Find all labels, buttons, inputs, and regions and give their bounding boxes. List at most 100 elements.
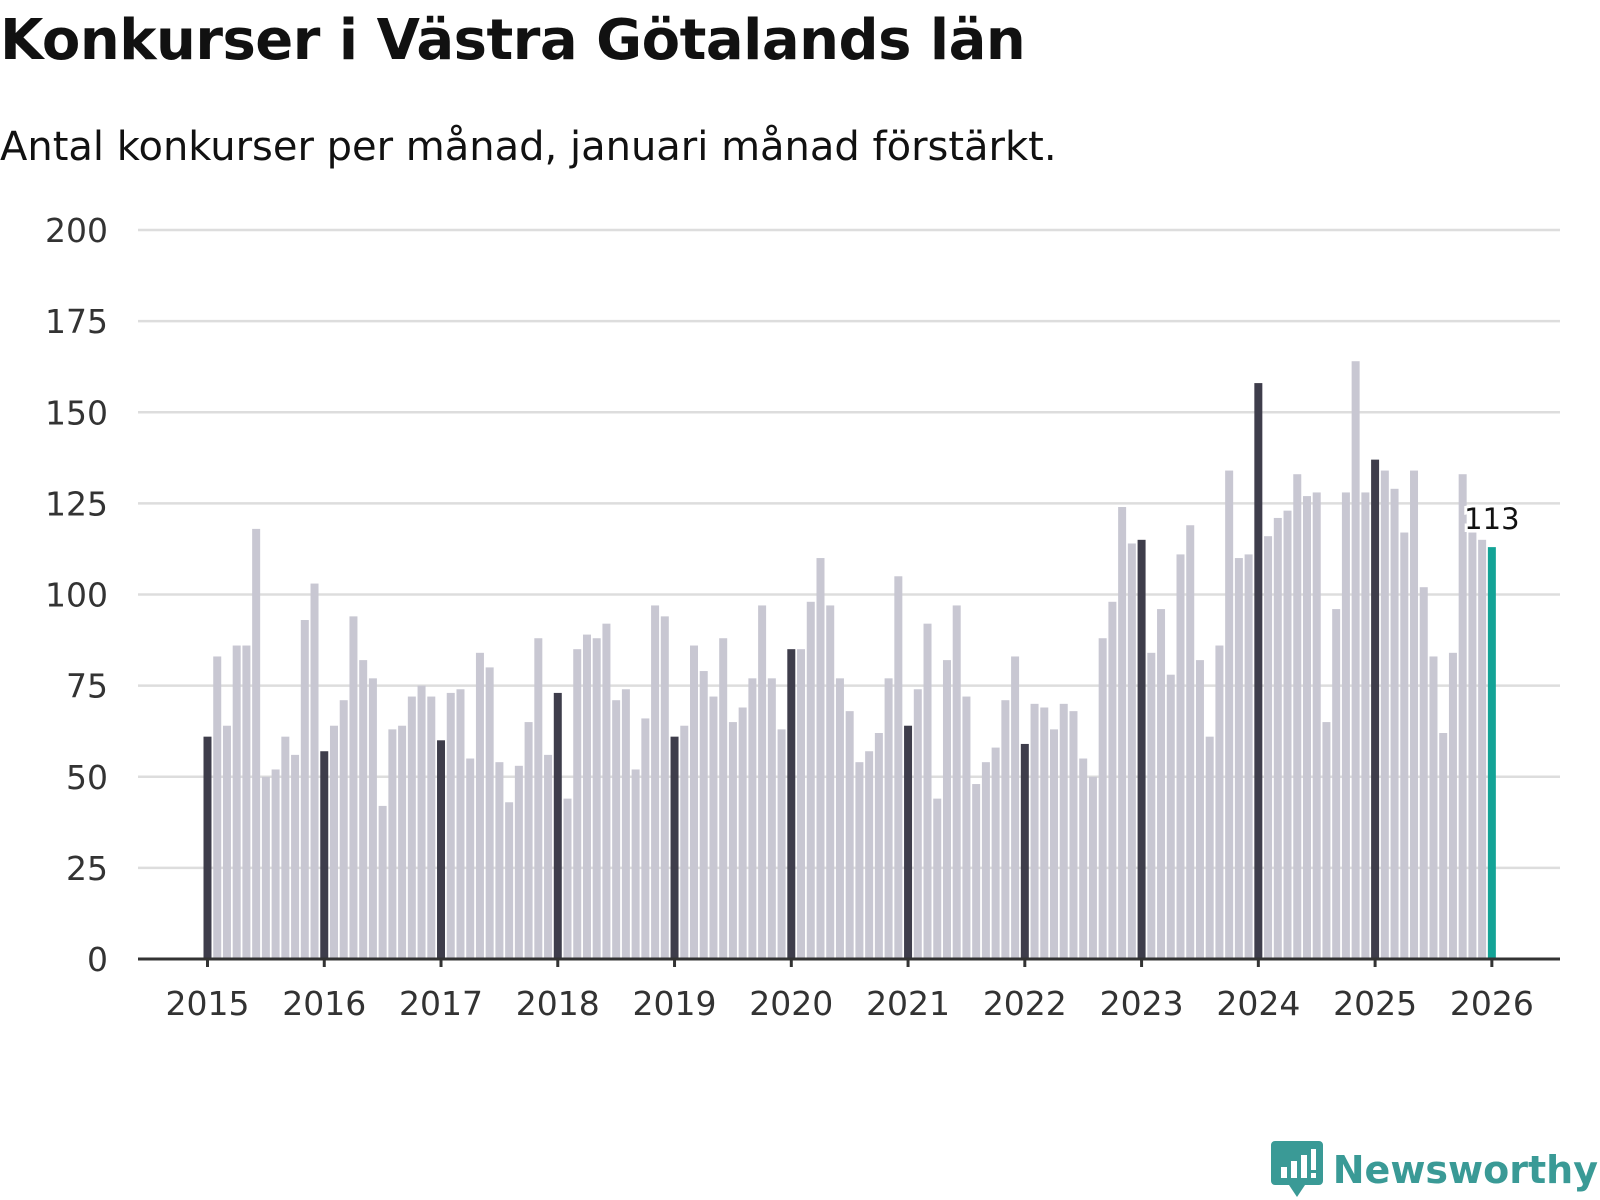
bar	[544, 754, 553, 959]
bar	[767, 678, 776, 959]
bar	[797, 649, 806, 959]
bar	[398, 725, 407, 959]
bar	[1069, 711, 1078, 959]
chart-subtitle: Antal konkurser per månad, januari månad…	[0, 124, 1057, 170]
bar-january	[1371, 459, 1380, 959]
bar	[719, 638, 728, 959]
bar	[310, 583, 319, 959]
bar	[913, 689, 922, 959]
bar-january	[553, 692, 562, 959]
bar	[826, 605, 835, 959]
bar	[1234, 558, 1243, 959]
bar	[884, 678, 893, 959]
bar	[1195, 660, 1204, 959]
y-tick-label: 0	[87, 940, 108, 979]
bar	[378, 805, 387, 959]
bar	[738, 707, 747, 959]
bar	[777, 729, 786, 959]
bar	[1108, 601, 1117, 959]
y-axis-ticks: 0 25 50 75 100 125 150 175 200	[45, 211, 108, 979]
bar-january	[787, 649, 796, 959]
x-axis: 2015 2016 2017 2018 2019 2020 2021 2022 2023 2024…	[138, 957, 1560, 1023]
bar	[660, 616, 669, 959]
bar	[1448, 652, 1457, 959]
bar	[1312, 492, 1321, 959]
bar-january	[437, 740, 446, 959]
bar	[641, 718, 650, 959]
bar	[1390, 488, 1399, 959]
bar	[1332, 609, 1341, 959]
bar	[281, 736, 290, 959]
bar	[1322, 722, 1331, 959]
bar	[242, 645, 251, 959]
bar	[962, 696, 971, 959]
bar	[1293, 474, 1302, 959]
bar	[1458, 474, 1467, 959]
bar-january	[904, 725, 913, 959]
bar	[1380, 470, 1389, 959]
bar	[1478, 539, 1487, 959]
bar	[699, 671, 708, 959]
bar	[845, 711, 854, 959]
bar	[621, 689, 630, 959]
bar	[758, 605, 767, 959]
bar	[1001, 700, 1010, 959]
bar	[407, 696, 416, 959]
bar	[631, 769, 640, 959]
bar	[933, 798, 942, 959]
bar	[1225, 470, 1234, 959]
bar	[514, 765, 523, 959]
bar	[1079, 758, 1088, 959]
bar	[1351, 361, 1360, 960]
bar	[651, 605, 660, 959]
bar	[1410, 470, 1419, 959]
bar	[232, 645, 241, 959]
bar-latest	[1487, 547, 1496, 959]
bar	[1439, 733, 1448, 959]
x-tick-label: 2015	[166, 984, 250, 1023]
bar	[329, 725, 338, 959]
bar	[349, 616, 358, 959]
x-tick-label: 2026	[1450, 984, 1534, 1023]
bar	[388, 729, 397, 959]
bar	[835, 678, 844, 959]
latest-value-label: 113	[1464, 502, 1519, 536]
bar	[291, 754, 300, 959]
bar	[1176, 554, 1185, 959]
bar	[680, 725, 689, 959]
bar	[427, 696, 436, 959]
x-tick-label: 2019	[633, 984, 717, 1023]
bar	[972, 784, 981, 959]
bar	[339, 700, 348, 959]
bar	[1302, 496, 1311, 959]
x-tick-label: 2024	[1216, 984, 1300, 1023]
bar	[573, 649, 582, 959]
bar	[1088, 776, 1097, 959]
bar	[1050, 729, 1059, 959]
bar	[359, 660, 368, 959]
bar	[1400, 532, 1409, 959]
y-tick-label: 200	[45, 211, 108, 250]
bar	[690, 645, 698, 959]
bars	[203, 361, 1496, 960]
bar	[1283, 510, 1292, 959]
bar	[748, 678, 757, 959]
bar-january	[1020, 743, 1029, 959]
bar	[1186, 525, 1195, 959]
x-tick-label: 2022	[983, 984, 1067, 1023]
bar	[261, 776, 270, 959]
bar	[485, 667, 494, 959]
bar	[709, 696, 718, 959]
x-tick-label: 2023	[1100, 984, 1184, 1023]
bar	[466, 758, 475, 959]
bar	[806, 601, 815, 959]
bar	[1468, 532, 1477, 959]
bar	[1157, 609, 1166, 959]
bar	[816, 558, 825, 959]
bar	[456, 689, 465, 959]
bar	[592, 638, 601, 959]
bar-january	[1254, 383, 1263, 960]
bar	[874, 733, 883, 959]
newsworthy-icon	[1270, 1141, 1323, 1197]
bar	[446, 692, 455, 959]
